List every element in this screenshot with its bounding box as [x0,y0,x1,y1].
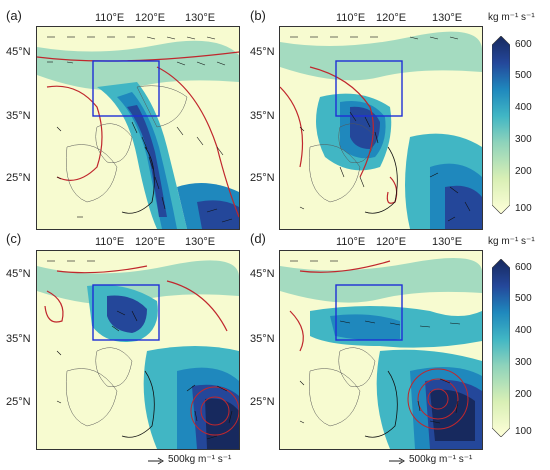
lat-tick-35-a: 35°N [6,110,31,122]
colorbar-bottom-tick-400: 400 [515,325,532,336]
lat-tick-25-d: 25°N [250,396,275,408]
map-a-svg [37,27,239,229]
panel-label-c: (c) [6,231,22,246]
lat-tick-45-c: 45°N [6,268,31,280]
colorbar-bottom-tick-500: 500 [515,293,532,304]
colorbar-top-tick-200: 200 [515,166,532,177]
map-c-svg [37,251,239,449]
colorbar-bottom-tick-300: 300 [515,357,532,368]
lon-tick-120-d: 120°E [376,236,407,248]
colorbar-top-tick-500: 500 [515,70,532,81]
lat-tick-45-a: 45°N [6,46,31,58]
map-panel-b [279,26,483,230]
panel-label-b: (b) [250,8,266,23]
colorbar-bottom-tick-600: 600 [515,262,532,273]
lon-tick-130-b: 130°E [432,12,463,24]
lat-tick-25-b: 25°N [250,172,275,184]
map-panel-d [279,250,483,450]
colorbar-top-tick-600: 600 [515,39,532,50]
lat-tick-25-c: 25°N [6,396,31,408]
lon-tick-120-c: 120°E [135,236,166,248]
lon-tick-110-d: 110°E [336,236,366,248]
lon-tick-110-b: 110°E [336,12,366,24]
reference-vector-left-icon [148,457,164,465]
map-d-svg [280,251,482,449]
colorbar-bottom [492,259,510,437]
map-b-svg [280,27,482,229]
lat-tick-35-d: 35°N [250,333,275,345]
lon-tick-130-c: 130°E [185,236,216,248]
lat-tick-35-c: 35°N [6,333,31,345]
lon-tick-130-a: 130°E [185,12,216,24]
panel-label-d: (d) [250,231,266,246]
reference-vector-right-icon [389,457,405,465]
lon-tick-110-c: 110°E [95,236,125,248]
lon-tick-120-b: 120°E [376,12,407,24]
lon-tick-120-a: 120°E [135,12,166,24]
colorbar-bottom-tick-200: 200 [515,389,532,400]
lon-tick-110-a: 110°E [95,12,125,24]
lat-tick-35-b: 35°N [250,110,275,122]
colorbar-top-tick-100: 100 [515,203,532,214]
colorbar-unit-bottom: kg m⁻¹ s⁻¹ [488,236,535,247]
colorbar-bottom-tick-100: 100 [515,426,532,437]
reference-vector-left-label: 500kg m⁻¹ s⁻¹ [168,454,232,465]
colorbar-top-tick-300: 300 [515,134,532,145]
lat-tick-25-a: 25°N [6,172,31,184]
lon-tick-130-d: 130°E [432,236,463,248]
colorbar-top [492,36,510,214]
map-panel-a [36,26,240,230]
colorbar-unit-top: kg m⁻¹ s⁻¹ [488,12,535,23]
lat-tick-45-d: 45°N [250,268,275,280]
panel-label-a: (a) [6,8,22,23]
reference-vector-right-label: 500kg m⁻¹ s⁻¹ [409,454,473,465]
map-panel-c [36,250,240,450]
colorbar-top-tick-400: 400 [515,102,532,113]
lat-tick-45-b: 45°N [250,46,275,58]
